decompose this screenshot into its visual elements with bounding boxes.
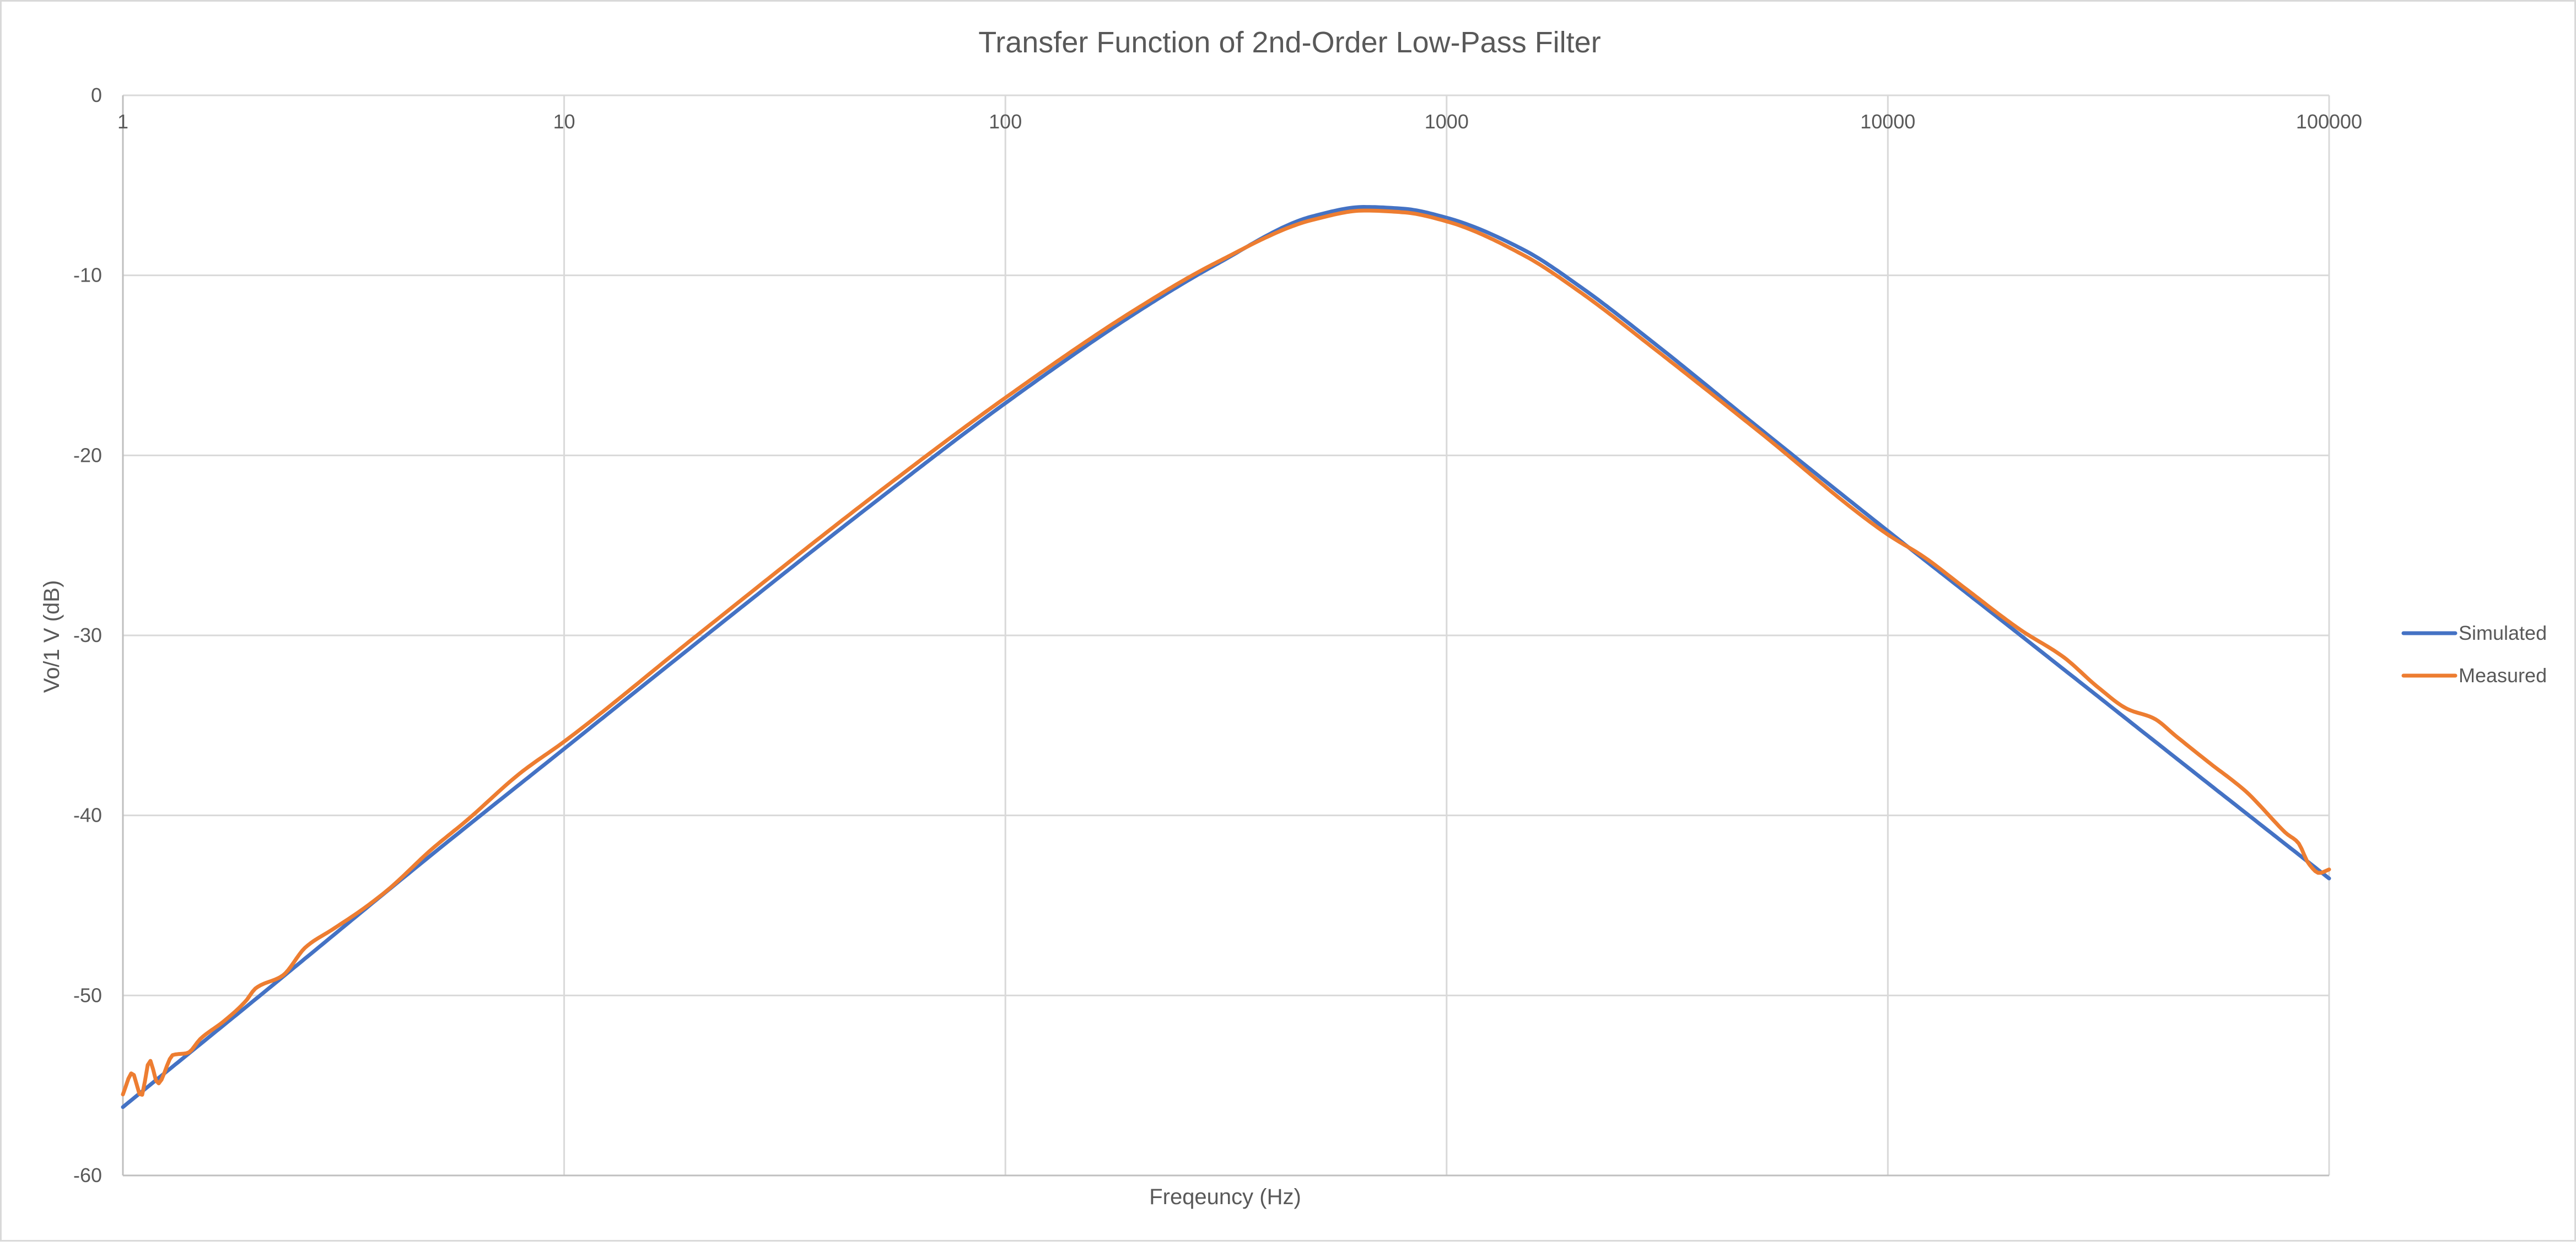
y-tick-label: -60 bbox=[73, 1164, 102, 1186]
legend-label-measured: Measured bbox=[2459, 664, 2547, 687]
plot-series bbox=[121, 205, 2331, 1109]
y-tick-labels: 0 -10 -20 -30 -40 -50 -60 bbox=[73, 84, 102, 1186]
y-tick-label: -10 bbox=[73, 264, 102, 287]
x-tick-labels: 1 10 100 1000 10000 100000 bbox=[117, 110, 2362, 133]
y-tick-label: 0 bbox=[91, 84, 102, 106]
y-tick-label: -20 bbox=[73, 444, 102, 466]
x-tick-label: 1 bbox=[117, 110, 128, 133]
x-tick-label: 10000 bbox=[1860, 110, 1915, 133]
series-line-simulated bbox=[121, 205, 2331, 1109]
x-tick-label: 10 bbox=[553, 110, 575, 133]
y-tick-label: -30 bbox=[73, 624, 102, 646]
axes bbox=[122, 95, 2329, 1177]
chart-title: Transfer Function of 2nd-Order Low-Pass … bbox=[978, 26, 1600, 59]
series-line-measured bbox=[121, 208, 2331, 1097]
x-tick-label: 100000 bbox=[2296, 110, 2362, 133]
y-tick-label: -40 bbox=[73, 804, 102, 827]
y-tick-label: -50 bbox=[73, 984, 102, 1006]
legend: Simulated Measured bbox=[2401, 622, 2547, 687]
legend-label-simulated: Simulated bbox=[2459, 622, 2547, 644]
x-tick-label: 1000 bbox=[1425, 110, 1469, 133]
y-axis-title: Vo/1 V (dB) bbox=[40, 580, 64, 693]
x-tick-label: 100 bbox=[989, 110, 1022, 133]
x-axis-title: Freqeuncy (Hz) bbox=[1149, 1185, 1301, 1209]
